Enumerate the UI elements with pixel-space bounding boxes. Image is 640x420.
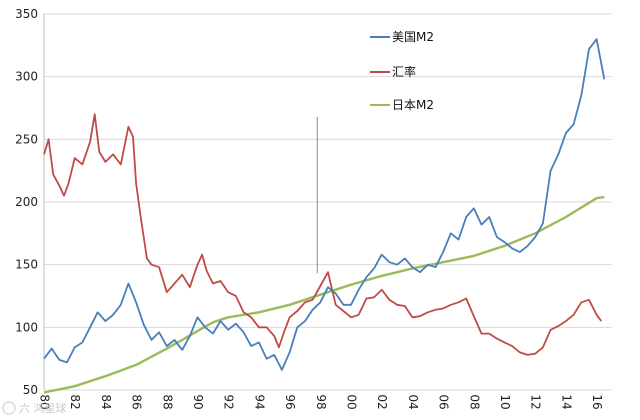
x-tick-label: 82 <box>68 394 82 409</box>
watermark-logo-icon <box>2 401 16 415</box>
series-line-1 <box>43 113 603 356</box>
x-tick-label: 90 <box>191 394 205 409</box>
x-tick-label: 98 <box>314 394 328 409</box>
x-axis-tick-labels: 80 82 84 86 88 90 92 94 96 98 00 02 04 06 08 10 12 14 16 <box>38 394 605 409</box>
y-tick-label: 300 <box>15 70 38 84</box>
y-tick-label: 250 <box>15 132 38 146</box>
legend-label-0: 美国M2 <box>392 30 434 44</box>
x-tick-label: 80 <box>38 394 52 409</box>
series-line-2 <box>43 195 605 394</box>
x-tick-label: 12 <box>529 394 543 409</box>
watermark: 六 鸿星球 <box>2 401 67 415</box>
x-tick-label: 04 <box>406 394 420 409</box>
y-tick-label: 200 <box>15 195 38 209</box>
x-tick-label: 16 <box>590 394 604 409</box>
series-lines <box>43 38 606 394</box>
x-tick-label: 96 <box>283 394 297 409</box>
x-tick-label: 94 <box>252 394 266 409</box>
x-tick-label: 14 <box>559 394 573 409</box>
legend-label-1: 汇率 <box>392 64 416 79</box>
y-tick-label: 50 <box>23 383 38 397</box>
legend-label-2: 日本M2 <box>392 98 434 112</box>
x-tick-label: 02 <box>375 394 389 409</box>
x-tick-label: 00 <box>345 394 359 409</box>
x-tick-label: 06 <box>437 394 451 409</box>
watermark-text: 六 鸿星球 <box>19 401 67 415</box>
x-tick-label: 08 <box>467 394 481 409</box>
series-line-0 <box>43 38 606 371</box>
x-tick-label: 10 <box>498 394 512 409</box>
y-axis-tick-labels: 50 100 150 200 250 300 350 <box>15 7 38 397</box>
x-tick-label: 84 <box>99 394 113 409</box>
y-tick-label: 150 <box>15 258 38 272</box>
x-tick-label: 88 <box>160 394 174 409</box>
y-tick-label: 100 <box>15 320 38 334</box>
x-tick-label: 86 <box>130 394 144 409</box>
x-tick-label: 92 <box>222 394 236 409</box>
gridlines <box>43 13 612 391</box>
y-tick-label: 350 <box>15 7 38 21</box>
